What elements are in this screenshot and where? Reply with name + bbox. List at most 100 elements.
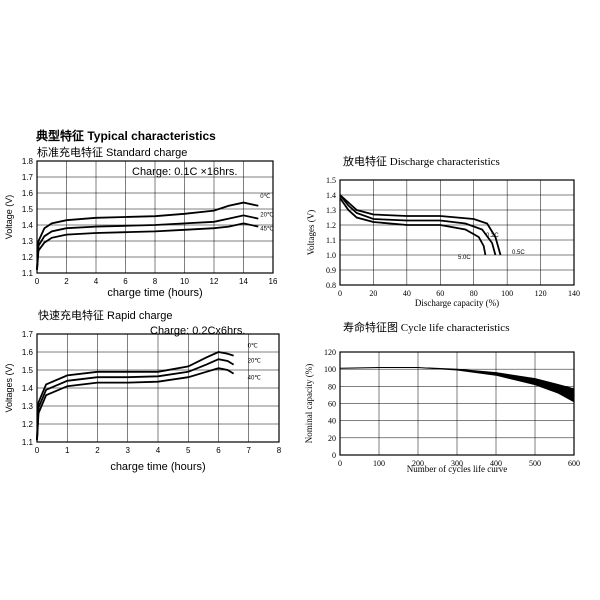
y-tick-label: 100: [324, 365, 336, 374]
y-tick-label: 1.4: [22, 221, 34, 230]
y-tick-label: 1.2: [22, 420, 34, 429]
y-tick-label: 1.3: [326, 206, 336, 215]
x-tick-label: 12: [210, 277, 219, 286]
y-tick-label: 120: [324, 348, 336, 357]
x-tick-label: 140: [568, 289, 580, 298]
y-tick-label: 1.5: [22, 366, 34, 375]
x-tick-label: 4: [94, 277, 99, 286]
y-tick-label: 1.6: [22, 189, 34, 198]
y-tick-label: 1.7: [22, 173, 34, 182]
series-label: 20℃: [248, 359, 262, 365]
x-tick-label: 200: [412, 459, 424, 468]
cycle-life-subtitle: 寿命特征图 Cycle life characteristics: [343, 322, 510, 334]
x-tick-label: 0: [35, 446, 40, 455]
x-tick-label: 500: [529, 459, 541, 468]
x-tick-label: 5: [186, 446, 191, 455]
x-tick-label: 0: [338, 459, 342, 468]
y-tick-label: 1.2: [22, 253, 34, 262]
rapid-charge-subtitle: 快速充电特征 Rapid charge: [38, 310, 173, 322]
cycle-life-chart: 0 100 200 300 400 500 600 0 20 40 60 80 100 120 Number…: [304, 348, 580, 474]
standard-charge-subtitle: 标准充电特征 Standard charge: [37, 147, 188, 159]
x-tick-label: 300: [451, 459, 463, 468]
x-tick-label: 120: [535, 289, 547, 298]
series-label: 5.0C: [458, 255, 471, 261]
x-tick-label: 400: [490, 459, 502, 468]
x-tick-label: 60: [436, 289, 444, 298]
series-line: [36, 214, 259, 270]
series-label: 0℃: [260, 194, 270, 200]
x-tick-label: 0: [338, 289, 342, 298]
y-tick-label: 80: [328, 382, 336, 391]
y-axis-label: Nominal capacity (%): [304, 364, 314, 443]
x-tick-label: 14: [239, 277, 248, 286]
x-tick-label: 1: [65, 446, 70, 455]
x-tick-label: 100: [501, 289, 513, 298]
discharge-subtitle: 放电特征 Discharge characteristics: [343, 156, 500, 168]
x-axis-label: Discharge capacity (%): [415, 298, 499, 308]
y-tick-label: 0: [332, 451, 336, 460]
x-tick-label: 80: [470, 289, 478, 298]
y-tick-label: 1.3: [22, 237, 34, 246]
series-line: [36, 358, 235, 441]
plot-frame: [339, 179, 575, 286]
y-tick-label: 1.1: [22, 438, 34, 447]
x-tick-label: 40: [403, 289, 411, 298]
y-axis-label: Voltage (V): [4, 195, 14, 240]
x-tick-label: 3: [126, 446, 131, 455]
y-tick-label: 1.4: [326, 191, 336, 200]
y-tick-label: 1.5: [22, 205, 34, 214]
series-line: [36, 201, 259, 270]
series-label: 20℃: [260, 213, 274, 219]
y-tick-label: 1.3: [22, 402, 34, 411]
x-tick-label: 10: [180, 277, 189, 286]
y-tick-label: 0.9: [326, 266, 336, 275]
series-line: [36, 367, 235, 441]
y-tick-label: 1.5: [326, 176, 336, 185]
y-axis-label: Voltages (V): [4, 363, 14, 412]
x-tick-label: 16: [269, 277, 278, 286]
y-tick-label: 1.0: [326, 251, 336, 260]
y-tick-label: 1.1: [22, 269, 34, 278]
y-tick-label: 0.8: [326, 281, 336, 290]
series-label: 45℃: [260, 227, 274, 233]
x-tick-label: 8: [277, 446, 282, 455]
y-tick-label: 1.2: [326, 221, 336, 230]
y-tick-label: 1.8: [22, 157, 34, 166]
discharge-chart: 0 20 40 60 80 100 120 140 0.8 0.9 1.0 1.1 1.2 1.3 1.4 1…: [306, 176, 580, 308]
x-tick-label: 2: [95, 446, 100, 455]
y-tick-label: 1.1: [326, 236, 336, 245]
y-tick-label: 1.7: [22, 330, 34, 339]
y-tick-label: 40: [328, 417, 336, 426]
y-tick-label: 1.4: [22, 384, 34, 393]
series-line: [36, 222, 259, 270]
y-tick-label: 20: [328, 434, 336, 443]
series-line: [339, 197, 487, 256]
x-tick-label: 4: [156, 446, 161, 455]
charge-annotation: Charge: 0.1C ×16hrs.: [132, 166, 237, 178]
page-heading: 典型特征 Typical characteristics: [36, 129, 216, 143]
x-axis-label: Number of cycles life curve: [407, 464, 507, 474]
x-axis-label: charge time (hours): [110, 461, 205, 473]
x-tick-label: 600: [568, 459, 580, 468]
series-line: [36, 351, 234, 441]
standard-charge-chart: 0 2 4 6 8 10 12 14 16 1.1 1.2 1.3 1.4 1.5 1.6 1.7 1.8 cha…: [4, 157, 278, 299]
plot-frame: [36, 333, 280, 443]
x-axis-label: charge time (hours): [107, 287, 202, 299]
series-label: 0℃: [248, 344, 258, 350]
y-tick-label: 1.6: [22, 348, 34, 357]
plot-frame: [36, 160, 274, 274]
series-line: [339, 194, 497, 256]
rapid-charge-chart: 0 1 2 3 4 5 6 7 8 1.1 1.2 1.3 1.4 1.5 1.6 1.7 charge tim…: [4, 325, 282, 473]
capacity-band: [339, 367, 575, 403]
x-tick-label: 6: [216, 446, 221, 455]
plot-frame: [339, 351, 575, 456]
y-axis-label: Voltages (V): [306, 210, 316, 256]
x-tick-label: 6: [123, 277, 128, 286]
y-tick-label: 60: [328, 400, 336, 409]
x-tick-label: 0: [35, 277, 40, 286]
series-line: [339, 194, 502, 256]
x-tick-label: 8: [153, 277, 158, 286]
x-tick-label: 2: [64, 277, 69, 286]
series-label: 40℃: [248, 376, 262, 382]
x-tick-label: 20: [369, 289, 377, 298]
